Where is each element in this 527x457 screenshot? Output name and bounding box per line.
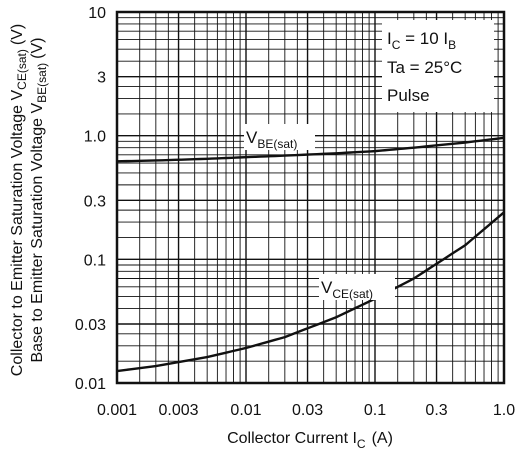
- x-tick-label: 1.0: [493, 402, 515, 419]
- series-line-besat: [116, 136, 505, 163]
- x-tick-label: 0.01: [230, 402, 261, 419]
- x-tick-labels: 0.001 0.003 0.01 0.03 0.1 0.3 1.0: [97, 402, 515, 419]
- series-layer: [116, 136, 505, 373]
- x-tick-label: 0.3: [425, 402, 447, 419]
- condition-ic: IC = 10 IB: [387, 29, 456, 52]
- x-tick-label: 0.1: [364, 402, 386, 419]
- condition-ic-main: I: [387, 29, 392, 48]
- vce-label-background: [319, 274, 395, 300]
- y-tick-labels: 10 3 1.0 0.3 0.1 0.03 0.01: [75, 5, 106, 393]
- y-tick-label: 0.3: [84, 193, 106, 210]
- conditions-background: [382, 20, 494, 112]
- x-axis-title: Collector Current IC (A): [227, 430, 393, 451]
- plot-frame: [115, 10, 506, 385]
- x-tick-label: 0.001: [97, 402, 137, 419]
- condition-ic-sub: C: [392, 38, 401, 52]
- vbe-label-background: [244, 124, 315, 150]
- condition-ib-sub: B: [448, 38, 456, 52]
- vce-label: VCE(sat): [319, 274, 395, 301]
- y-axis-title-line1: Collector to Emitter Saturation Voltage …: [9, 24, 29, 376]
- y-tick-label: 0.1: [84, 252, 106, 269]
- series-line-cesat: [116, 211, 505, 373]
- y-tick-label: 0.01: [75, 376, 106, 393]
- y-tick-label: 0.03: [75, 317, 106, 334]
- condition-pulse: Pulse: [387, 86, 430, 105]
- y-tick-label: 10: [88, 5, 106, 22]
- y-tick-label: 3: [97, 70, 106, 87]
- vbe-label: VBE(sat): [244, 124, 315, 151]
- conditions-annotation: IC = 10 IB Ta = 25°C Pulse: [382, 20, 494, 112]
- grid: [117, 12, 504, 383]
- y-axis-title-line2: Base to Emitter Saturation Voltage VBE(s…: [29, 37, 49, 362]
- condition-ta: Ta = 25°C: [387, 58, 462, 77]
- x-tick-label: 0.003: [159, 402, 199, 419]
- y-tick-label: 1.0: [84, 129, 106, 146]
- vbe-label-text: VBE(sat): [246, 128, 297, 151]
- condition-ic-rest: = 10 I: [400, 29, 448, 48]
- x-tick-label: 0.03: [292, 402, 323, 419]
- vce-label-text: VCE(sat): [321, 278, 373, 301]
- y-axis-title: Collector to Emitter Saturation Voltage …: [9, 24, 49, 376]
